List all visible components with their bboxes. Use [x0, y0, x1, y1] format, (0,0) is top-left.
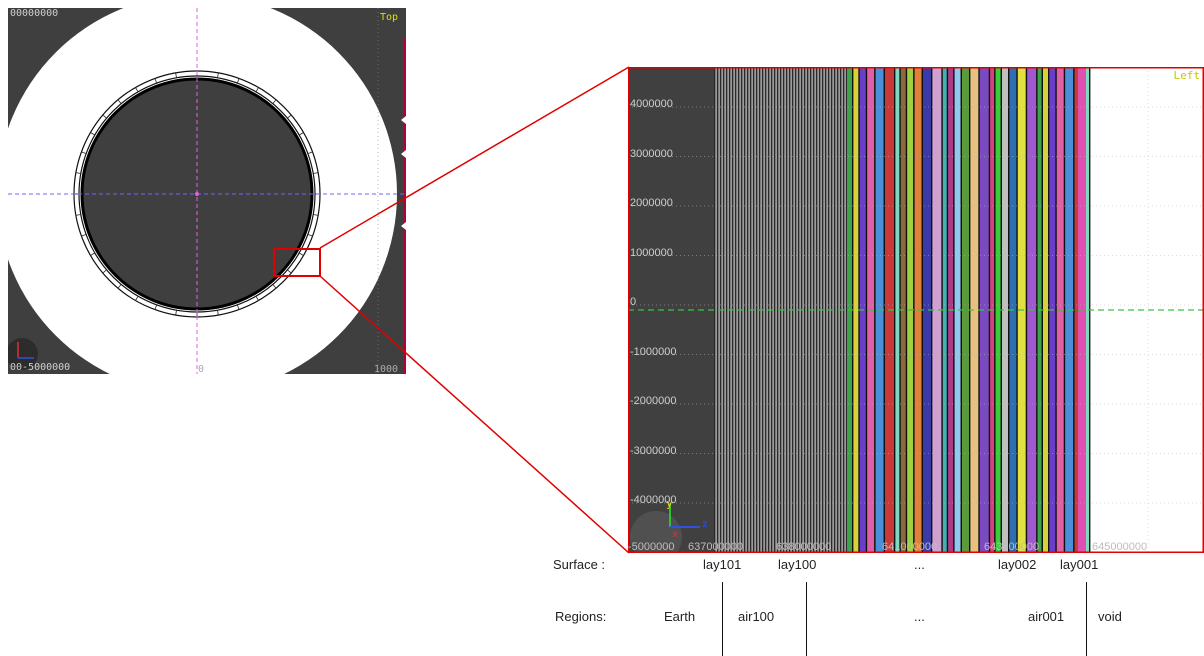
- view-label-top: Top: [379, 12, 398, 23]
- y-tick-label: 4000000: [630, 98, 673, 110]
- top-view-drawing: [8, 8, 406, 374]
- y-tick-label: -2000000: [630, 395, 677, 407]
- callout-line-bottom: [319, 275, 630, 554]
- region-air100: air100: [738, 609, 775, 624]
- region-earth: Earth: [664, 609, 696, 624]
- x-tick-label: -5000000: [628, 541, 675, 553]
- axis-y-label: y: [666, 497, 673, 510]
- y-tick-label: 3000000: [630, 147, 673, 160]
- center-point: [195, 192, 199, 196]
- surface-lay002: lay002: [998, 557, 1037, 572]
- top-viewport[interactable]: 00000000 Top 00-5000000 0 1000: [8, 8, 406, 374]
- y-tick-label: -4000000: [630, 494, 677, 506]
- surface-ellipsis: ...: [914, 557, 925, 572]
- surface-lay100: lay100: [778, 557, 817, 572]
- x-tick-label: 641000000: [882, 541, 938, 553]
- void-region: [1086, 67, 1204, 553]
- top-left-coordinate: 00000000: [10, 8, 59, 19]
- x-tick-label: 643000000: [984, 541, 1040, 553]
- y-tick-label: -3000000: [630, 444, 677, 457]
- y-tick-label: 1000000: [630, 246, 673, 259]
- y-tick-label: -1000000: [630, 345, 677, 358]
- x-tick-label: 645000000: [1092, 541, 1148, 553]
- axis-z-label: z: [702, 519, 709, 530]
- surface-lay101: lay101: [703, 557, 742, 572]
- orientation-gizmo-zoom: [630, 511, 682, 553]
- boundary-line-lay101: [722, 582, 723, 656]
- surface-label: Surface :: [553, 557, 606, 572]
- axis-x-label: x: [672, 529, 679, 540]
- region-void: void: [1098, 609, 1122, 624]
- x-tick-label: 638000000: [776, 541, 832, 553]
- x-tick-label: 637000000: [688, 541, 744, 553]
- bottom-left-coordinate: 00-5000000: [10, 362, 71, 373]
- surface-lay001: lay001: [1060, 557, 1099, 572]
- zoomed-viewport[interactable]: 4000000 3000000 2000000 1000000 0 -1000000 -20…: [628, 67, 1204, 553]
- y-tick-label: 0: [630, 296, 637, 308]
- layer-stripes-drawing: [628, 67, 1204, 553]
- y-tick-label: 2000000: [630, 197, 673, 209]
- region-air001: air001: [1028, 609, 1065, 624]
- zoom-highlight-box: [273, 248, 321, 277]
- callout-line-top: [319, 66, 630, 249]
- boundary-line-lay001: [1086, 582, 1087, 656]
- bottom-center-coordinate: 0: [198, 364, 205, 374]
- bottom-right-coordinate: 1000: [374, 364, 399, 374]
- boundary-line-lay100: [806, 582, 807, 656]
- regions-label: Regions:: [555, 609, 607, 624]
- region-ellipsis: ...: [914, 609, 925, 624]
- view-label-left: Left: [1173, 69, 1201, 82]
- orientation-gizmo: [8, 338, 38, 370]
